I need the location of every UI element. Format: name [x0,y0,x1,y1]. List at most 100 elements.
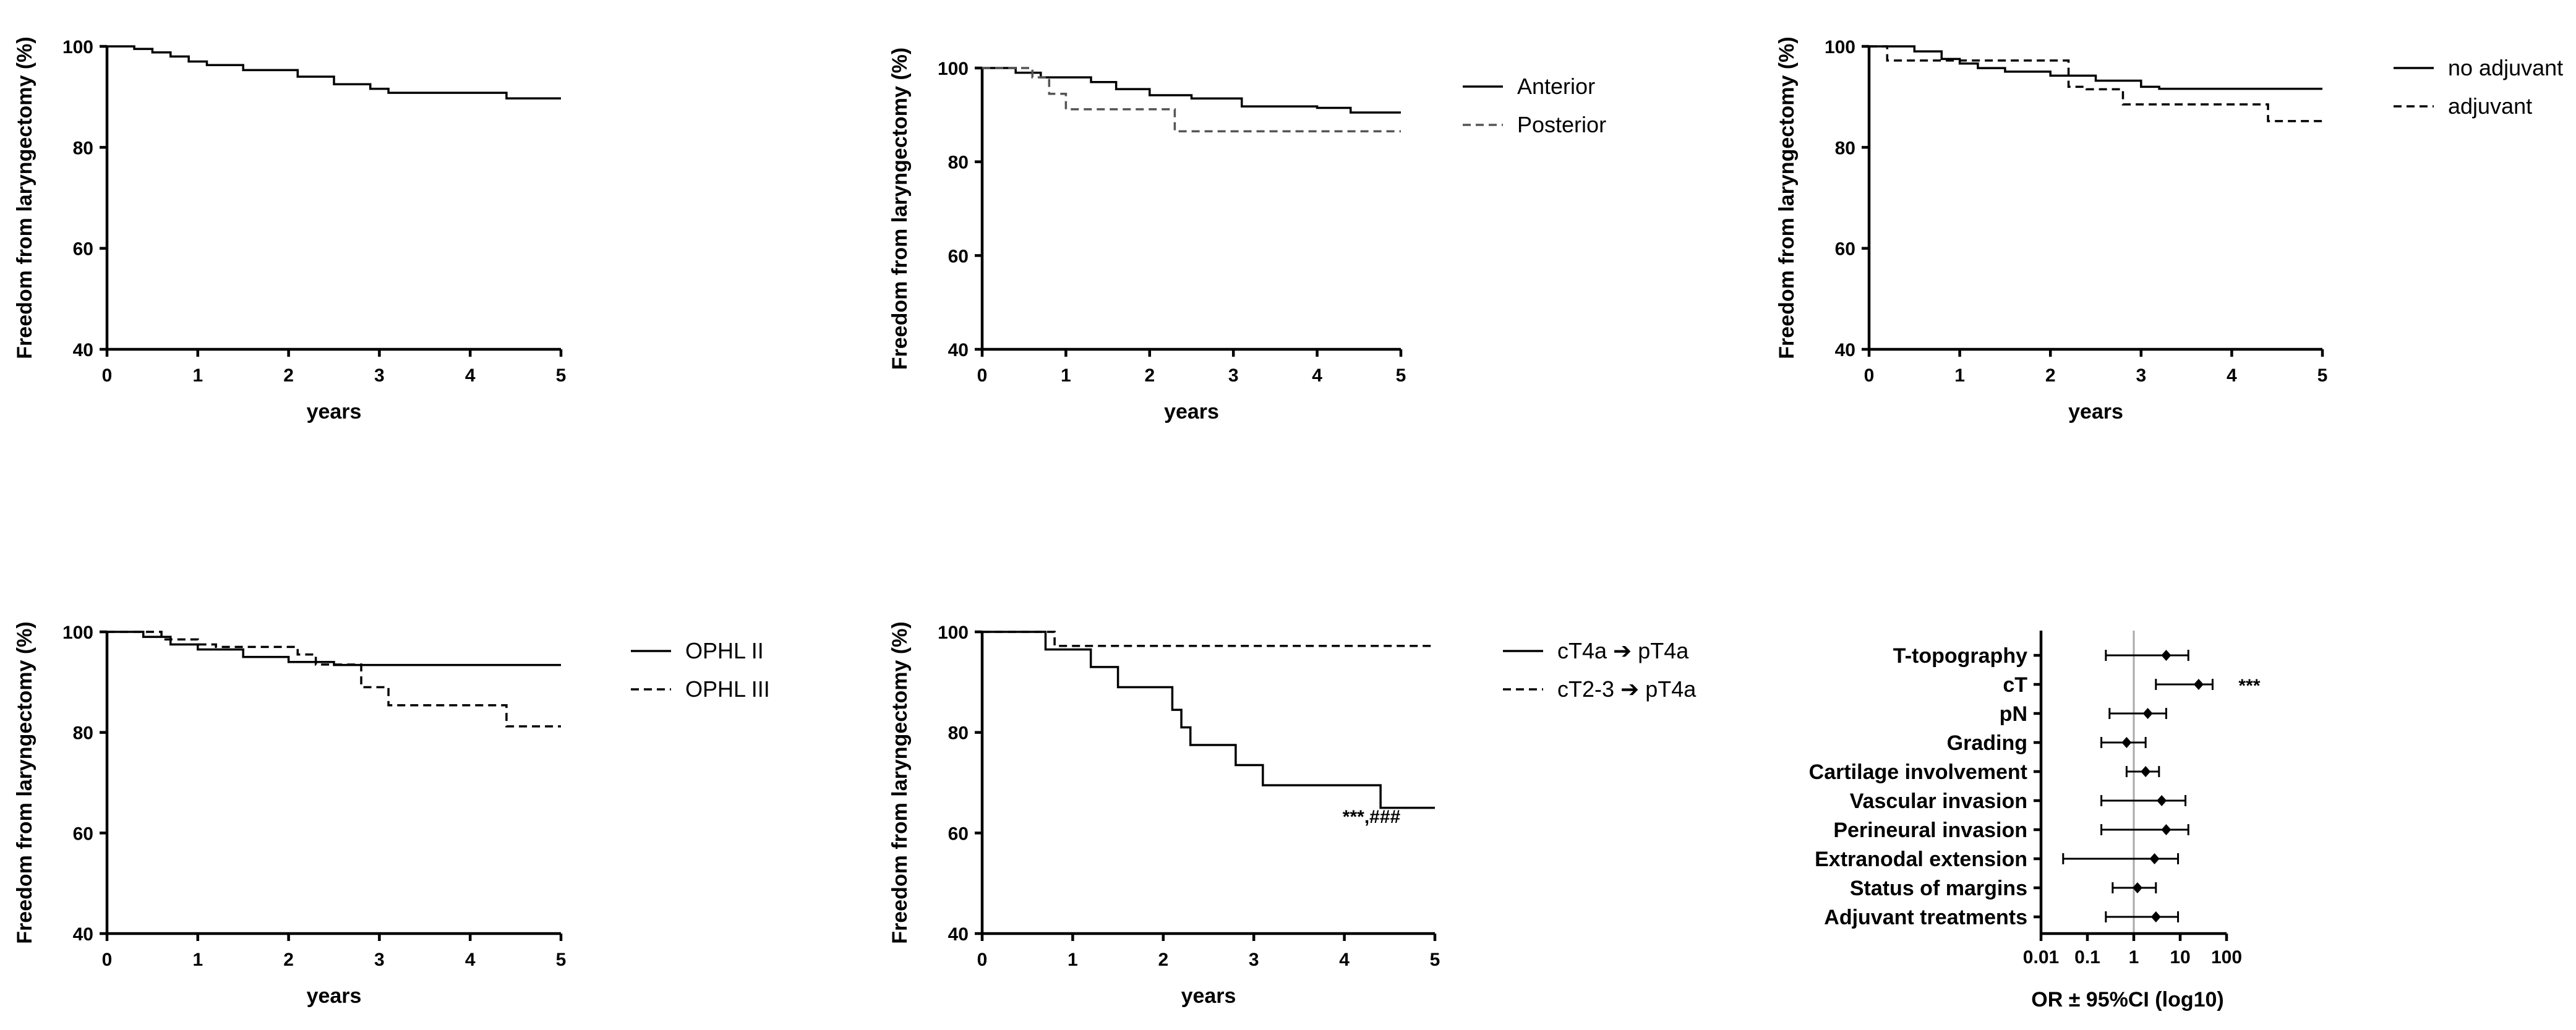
x-tick-label: 1 [2129,947,2139,968]
y-tick-label: 60 [1835,239,1855,260]
x-axis-label: years [307,984,362,1008]
x-tick-label: 1 [1061,365,1071,386]
significance-annotation: ***,### [1343,807,1401,827]
km-curve-all-patients [107,45,561,100]
legend-label: adjuvant [2448,93,2532,119]
x-tick-label: 2 [1158,950,1168,970]
x-tick-label: 1 [192,365,203,386]
x-axis-label: OR ± 95%CI (log10) [2031,988,2224,1011]
y-tick-label: 100 [62,623,93,643]
or-point [2161,650,2172,661]
y-tick-label: 100 [1825,37,1855,57]
y-axis-label: Freedom from laryngectomy (%) [888,48,912,370]
x-tick-label: 100 [2211,947,2242,968]
y-tick-label: 100 [938,59,969,79]
km-curve-adjuvant [1869,45,2322,122]
legend-label: Anterior [1517,74,1595,99]
or-point [2149,853,2160,864]
km-panel-c: 40 60 80 100 0 1 2 3 4 5 years Freedom from larynge… [1775,36,2563,423]
km-curve-ct2-3-pt4a [982,631,1435,647]
x-tick-label: 2 [283,365,294,386]
x-tick-label: 0 [977,950,988,970]
x-tick-label: 4 [465,365,476,386]
forest-row-label: pN [2000,702,2027,726]
y-tick-label: 40 [73,924,93,945]
x-tick-label: 1 [1954,365,1965,386]
significance-annotation: *** [2238,676,2260,696]
or-point [2150,911,2161,922]
y-tick-label: 40 [1835,340,1855,360]
x-tick-label: 5 [1430,950,1440,970]
x-axis-label: years [307,400,362,423]
x-tick-label: 4 [1312,365,1322,386]
km-panel-e: 40 60 80 100 0 1 2 3 4 5 years Freedom from larynge… [888,621,1697,1008]
y-tick-label: 60 [73,239,93,260]
x-tick-label: 0 [977,365,988,386]
x-axis-label: years [1164,400,1219,423]
km-curve-anterior [982,67,1401,114]
y-tick-label: 60 [948,824,969,844]
x-axis-label: years [1181,984,1236,1008]
or-point [2157,795,2167,806]
y-tick-label: 40 [948,924,969,945]
forest-row-label: Perineural invasion [1833,819,2027,842]
or-point [2193,679,2204,690]
or-point [2141,766,2151,777]
y-tick-label: 80 [73,723,93,744]
y-axis-label: Freedom from laryngectomy (%) [1775,36,1799,359]
x-tick-label: 10 [2170,947,2190,968]
km-panel-a: 40 60 80 100 0 1 2 3 4 5 years Freedom from larynge… [13,36,566,423]
x-tick-label: 5 [556,950,567,970]
x-tick-label: 4 [2227,365,2237,386]
x-tick-label: 0.01 [2023,947,2059,968]
forest-row-label: Adjuvant treatments [1824,906,2027,929]
legend-label: no adjuvant [2448,55,2563,80]
y-tick-label: 60 [73,824,93,844]
km-curve-no-adjuvant [1869,45,2322,90]
x-tick-label: 1 [192,950,203,970]
legend-label: cT2-3 ➔ pT4a [1557,676,1697,702]
km-curve-ophl-ii [107,631,561,666]
forest-row-label: Vascular invasion [1850,790,2027,813]
forest-row-label: Cartilage involvement [1809,760,2027,784]
km-curve-posterior [982,67,1401,133]
legend-label: Posterior [1517,112,1606,137]
or-point [2161,824,2172,835]
y-axis-label: Freedom from laryngectomy (%) [13,36,36,359]
y-tick-label: 100 [938,623,969,643]
x-tick-label: 3 [1228,365,1239,386]
x-tick-label: 4 [1339,950,1350,970]
y-axis-label: Freedom from laryngectomy (%) [13,621,36,943]
x-tick-label: 3 [2136,365,2146,386]
forest-row-label: cT [2003,673,2027,697]
or-point [2142,708,2153,719]
legend-label: OPHL III [685,676,770,702]
x-tick-label: 3 [374,950,385,970]
km-curve-ct4a-pt4a [982,631,1435,809]
x-tick-label: 3 [1249,950,1259,970]
y-tick-label: 80 [73,138,93,158]
y-tick-label: 40 [73,340,93,360]
x-tick-label: 5 [2317,365,2328,386]
km-panel-d: 40 60 80 100 0 1 2 3 4 5 years Freedom from larynge… [13,621,770,1008]
x-tick-label: 1 [1068,950,1078,970]
km-curve-ophl-iii [107,631,561,728]
forest-row-label: Extranodal extension [1815,848,2027,871]
x-tick-label: 0 [1864,365,1875,386]
x-tick-label: 2 [2045,365,2056,386]
y-tick-label: 80 [948,153,969,173]
x-tick-label: 4 [465,950,476,970]
y-tick-label: 40 [948,340,969,360]
y-axis-label: Freedom from laryngectomy (%) [888,621,912,943]
x-tick-label: 3 [374,365,385,386]
legend-label: cT4a ➔ pT4a [1557,638,1689,663]
x-tick-label: 0 [102,950,113,970]
y-tick-label: 80 [1835,138,1855,158]
km-panel-b: 40 60 80 100 0 1 2 3 4 5 years Freedom from larynge… [888,48,1606,423]
y-tick-label: 80 [948,723,969,744]
x-tick-label: 2 [1144,365,1155,386]
forest-plot: 0.01 0.1 1 10 100 OR ± 95%CI (log10) T-topogra… [1809,631,2261,1011]
forest-row-label: Status of margins [1850,877,2027,900]
